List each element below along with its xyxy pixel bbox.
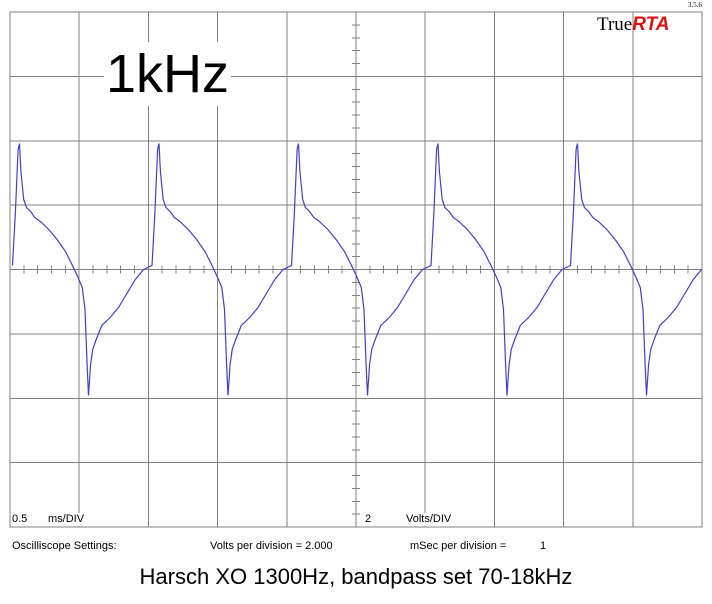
settings-heading: Oscilliscope Settings: bbox=[12, 540, 117, 552]
version-label: 3.5.6 bbox=[688, 1, 702, 9]
msec-per-division-value: 1 bbox=[540, 540, 547, 552]
msec-per-division-setting: mSec per division = bbox=[410, 540, 507, 552]
figure-caption: Harsch XO 1300Hz, bandpass set 70-18kHz bbox=[139, 564, 573, 589]
truerta-logo: TrueRTA bbox=[597, 14, 670, 36]
time-per-div-unit: ms/DIV bbox=[48, 513, 85, 526]
volts-per-division-setting: Volts per division = 2.000 bbox=[210, 540, 333, 552]
frequency-overlay-label: 1kHz bbox=[104, 42, 232, 106]
waveform-trace bbox=[11, 143, 703, 396]
volts-per-div-unit: Volts/DIV bbox=[406, 513, 452, 526]
time-per-div-value: 0.5 bbox=[12, 513, 28, 526]
volts-per-div-value: 2 bbox=[365, 513, 372, 526]
logo-rta-text: RTA bbox=[632, 14, 670, 35]
logo-true-text: True bbox=[597, 14, 633, 35]
